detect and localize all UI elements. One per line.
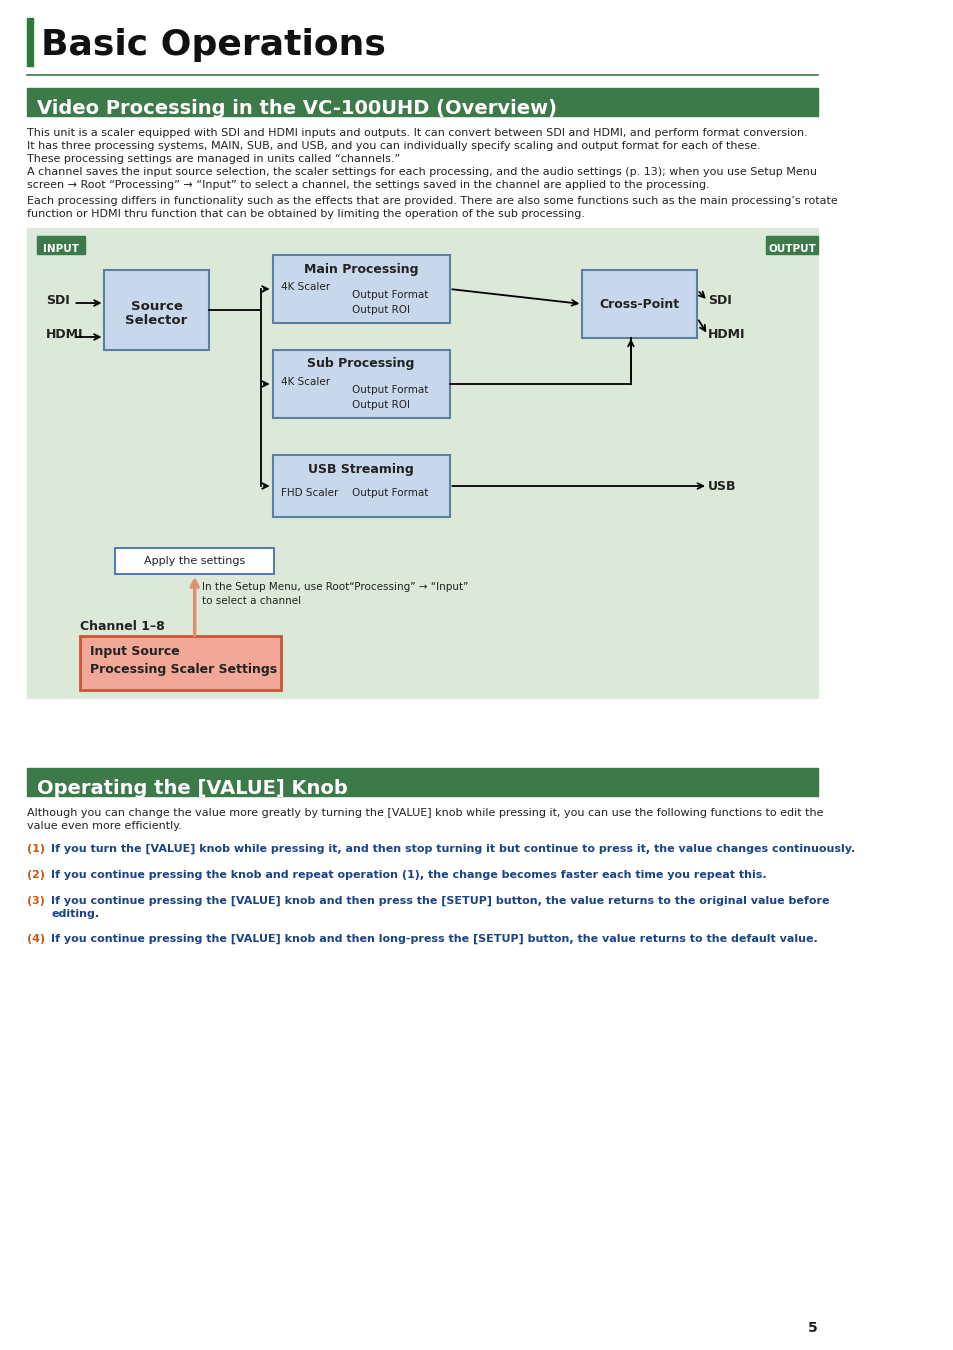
Text: value even more efficiently.: value even more efficiently. xyxy=(27,821,181,832)
Bar xyxy=(79,636,281,690)
Text: screen → Root “Processing” → “Input” to select a channel, the settings saved in : screen → Root “Processing” → “Input” to … xyxy=(27,180,708,190)
Text: 5: 5 xyxy=(807,1322,817,1335)
Text: A channel saves the input source selection, the scaler settings for each process: A channel saves the input source selecti… xyxy=(27,167,816,177)
Text: Input Source: Input Source xyxy=(91,645,180,659)
Text: Output Format: Output Format xyxy=(352,385,428,396)
Text: Processing Scaler Settings: Processing Scaler Settings xyxy=(91,663,277,676)
Text: HDMI: HDMI xyxy=(46,328,84,342)
Bar xyxy=(27,18,32,66)
Text: Video Processing in the VC-100UHD (Overview): Video Processing in the VC-100UHD (Overv… xyxy=(37,99,557,117)
Bar xyxy=(581,270,697,338)
Text: These processing settings are managed in units called “channels.”: These processing settings are managed in… xyxy=(27,154,399,163)
Text: Output ROI: Output ROI xyxy=(352,305,410,315)
Text: HDMI: HDMI xyxy=(707,328,744,342)
Text: SDI: SDI xyxy=(707,294,731,308)
Bar xyxy=(115,548,274,574)
Text: USB: USB xyxy=(707,479,736,493)
Text: (3): (3) xyxy=(27,896,45,906)
Bar xyxy=(27,88,817,116)
Text: This unit is a scaler equipped with SDI and HDMI inputs and outputs. It can conv: This unit is a scaler equipped with SDI … xyxy=(27,128,806,138)
Bar xyxy=(104,270,209,350)
Text: Output Format: Output Format xyxy=(352,487,428,498)
Text: Main Processing: Main Processing xyxy=(303,262,417,275)
Text: Although you can change the value more greatly by turning the [VALUE] knob while: Although you can change the value more g… xyxy=(27,809,822,818)
Text: FHD Scaler: FHD Scaler xyxy=(281,487,338,498)
Text: INPUT: INPUT xyxy=(43,244,79,254)
Text: (1): (1) xyxy=(27,844,45,855)
Text: Channel 1–8: Channel 1–8 xyxy=(79,620,164,633)
Text: (2): (2) xyxy=(27,869,45,880)
Bar xyxy=(765,236,817,254)
Bar xyxy=(27,768,817,796)
Text: editing.: editing. xyxy=(51,909,99,919)
Text: Output ROI: Output ROI xyxy=(352,400,410,410)
Text: If you turn the [VALUE] knob while pressing it, and then stop turning it but con: If you turn the [VALUE] knob while press… xyxy=(51,844,855,855)
Text: Apply the settings: Apply the settings xyxy=(144,556,245,566)
Text: It has three processing systems, MAIN, SUB, and USB, and you can individually sp: It has three processing systems, MAIN, S… xyxy=(27,140,760,151)
Text: Selector: Selector xyxy=(126,315,188,328)
Bar xyxy=(273,350,449,418)
Text: Each processing differs in functionality such as the effects that are provided. : Each processing differs in functionality… xyxy=(27,196,837,207)
Text: If you continue pressing the knob and repeat operation (1), the change becomes f: If you continue pressing the knob and re… xyxy=(51,869,766,880)
Text: Cross-Point: Cross-Point xyxy=(599,297,679,310)
Bar xyxy=(27,228,817,698)
Text: to select a channel: to select a channel xyxy=(201,595,300,606)
Text: (4): (4) xyxy=(27,934,45,944)
Text: Source: Source xyxy=(131,300,182,312)
Text: OUTPUT: OUTPUT xyxy=(767,244,815,254)
Text: Output Format: Output Format xyxy=(352,290,428,300)
Text: Sub Processing: Sub Processing xyxy=(307,358,415,370)
Bar xyxy=(273,455,449,517)
Text: 4K Scaler: 4K Scaler xyxy=(281,282,330,292)
Bar xyxy=(37,236,85,254)
Text: SDI: SDI xyxy=(46,294,70,308)
Text: If you continue pressing the [VALUE] knob and then long-press the [SETUP] button: If you continue pressing the [VALUE] kno… xyxy=(51,934,818,944)
Bar xyxy=(273,255,449,323)
Text: function or HDMI thru function that can be obtained by limiting the operation of: function or HDMI thru function that can … xyxy=(27,209,584,219)
Text: Operating the [VALUE] Knob: Operating the [VALUE] Knob xyxy=(37,779,348,798)
Text: Basic Operations: Basic Operations xyxy=(41,28,385,62)
Text: If you continue pressing the [VALUE] knob and then press the [SETUP] button, the: If you continue pressing the [VALUE] kno… xyxy=(51,896,829,906)
Text: 4K Scaler: 4K Scaler xyxy=(281,377,330,387)
Text: USB Streaming: USB Streaming xyxy=(308,463,414,475)
Text: In the Setup Menu, use Root“Processing” → “Input”: In the Setup Menu, use Root“Processing” … xyxy=(201,582,468,593)
